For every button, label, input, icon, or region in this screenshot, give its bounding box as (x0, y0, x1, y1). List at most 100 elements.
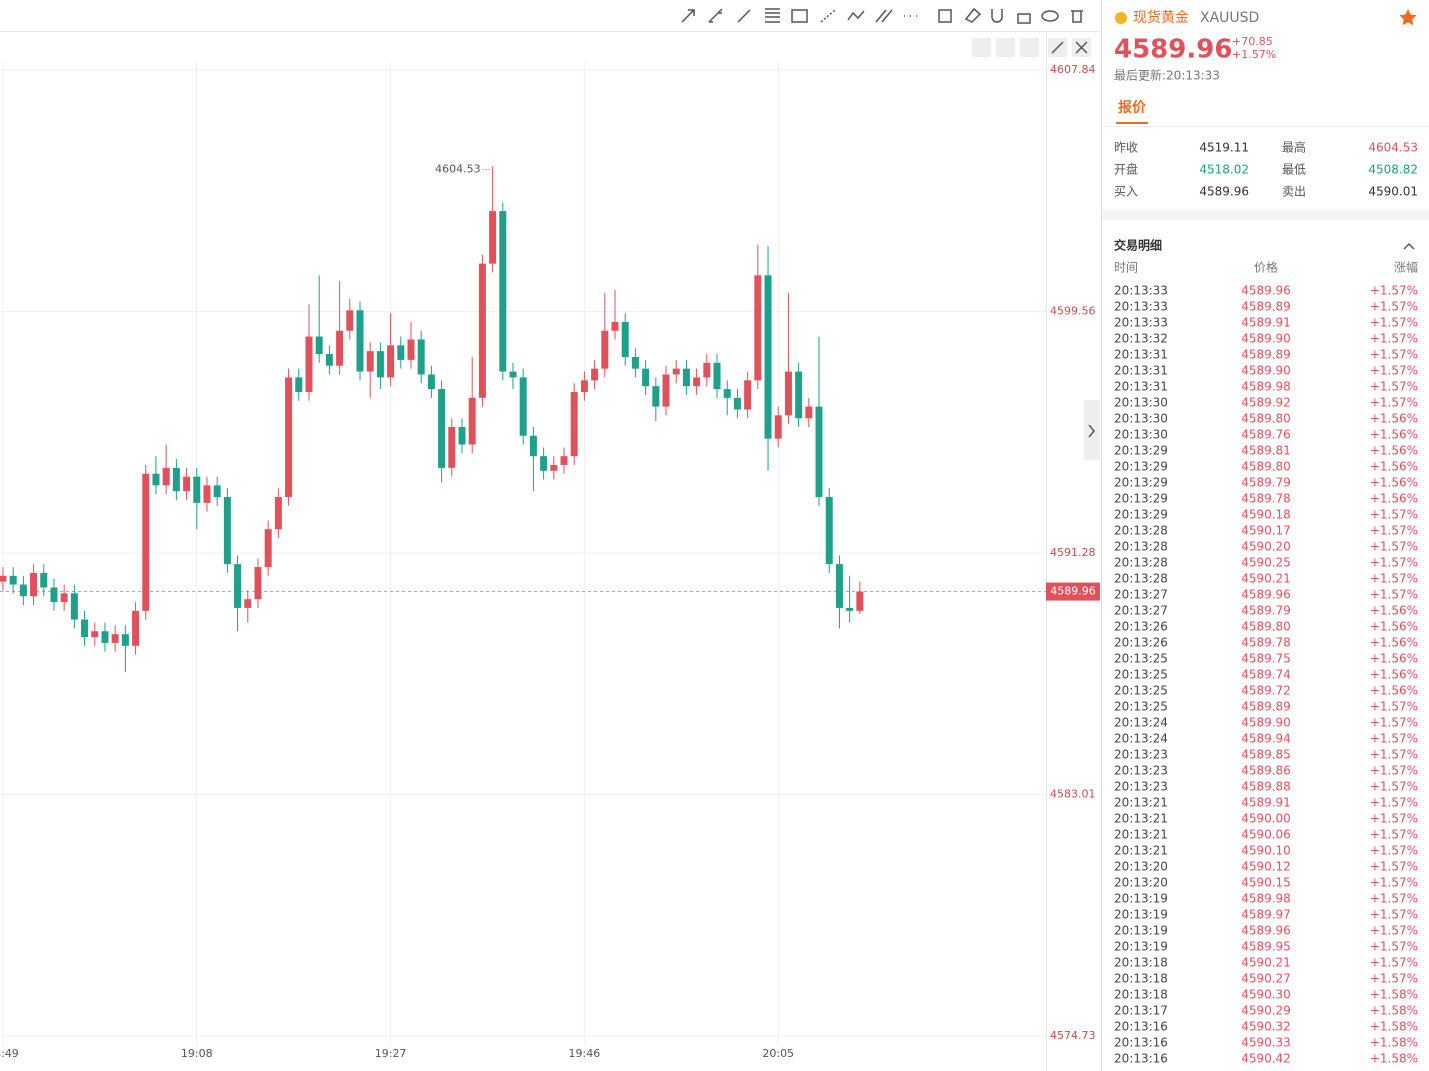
trade-change: +1.57% (1370, 764, 1418, 778)
trade-price: 4590.10 (1241, 844, 1291, 858)
candle-body (285, 377, 293, 498)
candle-body (529, 435, 537, 457)
sidebar-toggle-icon[interactable] (1088, 424, 1095, 438)
tab-quote[interactable]: 报价 (1118, 100, 1147, 116)
candle-body (0, 575, 7, 582)
candle-body (733, 397, 741, 410)
stat-value: 4518.02 (1199, 163, 1249, 177)
candle-body (795, 371, 803, 419)
trade-time: 20:13:28 (1114, 556, 1168, 570)
candle-body (601, 330, 609, 369)
candle-body (30, 572, 38, 597)
trade-price: 4589.98 (1241, 892, 1291, 906)
candle-body (621, 321, 629, 357)
candle-body (91, 631, 99, 638)
trade-time: 20:13:28 (1114, 524, 1168, 538)
trade-change: +1.56% (1370, 460, 1418, 474)
trade-price: 4589.81 (1241, 444, 1291, 458)
candle-body (9, 575, 17, 585)
candle-body (468, 397, 476, 445)
sidebar-toggle[interactable] (1084, 400, 1100, 460)
trade-change: +1.57% (1370, 396, 1418, 410)
trade-price: 4589.80 (1241, 460, 1291, 474)
candle-body (550, 464, 558, 471)
trade-time: 20:13:23 (1114, 764, 1168, 778)
y-tick-label: 4599.56 (1050, 304, 1096, 317)
trade-time: 20:13:33 (1114, 300, 1168, 314)
y-tick-label: 4607.84 (1050, 63, 1096, 76)
candle-body (774, 415, 782, 439)
trade-price: 4589.79 (1241, 604, 1291, 618)
trade-price: 4589.92 (1241, 396, 1291, 410)
trade-time: 20:13:25 (1114, 668, 1168, 682)
trade-price: 4590.00 (1241, 812, 1291, 826)
candle-body (703, 362, 711, 378)
candle-body (478, 263, 486, 398)
trade-time: 20:13:25 (1114, 652, 1168, 666)
trade-time: 20:13:26 (1114, 620, 1168, 634)
trade-price: 4589.90 (1241, 332, 1291, 346)
trade-price: 4590.15 (1241, 876, 1291, 890)
trade-change: +1.57% (1370, 380, 1418, 394)
trade-change: +1.57% (1370, 588, 1418, 602)
favorite-star[interactable] (1399, 9, 1417, 26)
trade-time: 20:13:18 (1114, 956, 1168, 970)
trade-price: 4589.74 (1241, 668, 1291, 682)
candle-body (591, 368, 599, 381)
candle-body (682, 368, 690, 387)
candle-body (121, 634, 129, 646)
plot-area (0, 62, 1046, 1045)
candle-body (642, 368, 650, 387)
trade-time: 20:13:28 (1114, 540, 1168, 554)
trade-price: 4590.21 (1241, 956, 1291, 970)
collapse-icon[interactable] (1403, 242, 1415, 250)
section-gap (1102, 210, 1429, 220)
candle-body (499, 211, 507, 372)
candle-body (835, 564, 843, 608)
trade-price: 4589.96 (1241, 588, 1291, 602)
trade-time: 20:13:21 (1114, 828, 1168, 842)
stat-value: 4589.96 (1199, 185, 1249, 199)
candle-body (264, 529, 272, 568)
trade-price: 4590.12 (1241, 860, 1291, 874)
trade-price: 4589.91 (1241, 796, 1291, 810)
trade-time: 20:13:32 (1114, 332, 1168, 346)
trade-time: 20:13:20 (1114, 860, 1168, 874)
candle-body (356, 310, 364, 372)
candle-body (417, 339, 425, 375)
trade-time: 20:13:25 (1114, 700, 1168, 714)
x-tick-label: 19:27 (375, 1047, 407, 1060)
price-change: +70.85 (1232, 35, 1273, 48)
trade-price: 4589.76 (1241, 428, 1291, 442)
trade-price: 4589.80 (1241, 412, 1291, 426)
candle-body (183, 476, 191, 492)
instrument-symbol: XAUUSD (1200, 10, 1259, 26)
drawing-toolbar[interactable] (681, 7, 1083, 24)
stat-value: 4508.82 (1368, 163, 1418, 177)
candle-body (611, 321, 619, 331)
x-tick-label: 19:08 (181, 1047, 213, 1060)
candle-body (723, 389, 731, 398)
trade-price: 4590.21 (1241, 572, 1291, 586)
candle-body (172, 467, 180, 492)
trade-change: +1.57% (1370, 284, 1418, 298)
candle-body (223, 497, 231, 565)
candle-body (111, 634, 119, 643)
candle-body (376, 351, 384, 378)
trade-change: +1.57% (1370, 316, 1418, 330)
trade-time: 20:13:29 (1114, 444, 1168, 458)
trade-change: +1.57% (1370, 828, 1418, 842)
candle-body (815, 406, 823, 498)
candle-body (662, 374, 670, 407)
trade-time: 20:13:24 (1114, 732, 1168, 746)
chart-controls[interactable] (972, 38, 1091, 57)
trade-change: +1.57% (1370, 364, 1418, 378)
trade-time: 20:13:33 (1114, 316, 1168, 330)
candle-body (305, 336, 313, 393)
candle-body (560, 456, 568, 465)
trade-price: 4590.33 (1241, 1036, 1291, 1050)
candle-body (438, 389, 446, 468)
trades-header-time: 时间 (1114, 261, 1138, 275)
candle-body (631, 356, 639, 369)
candle-body (448, 427, 456, 468)
